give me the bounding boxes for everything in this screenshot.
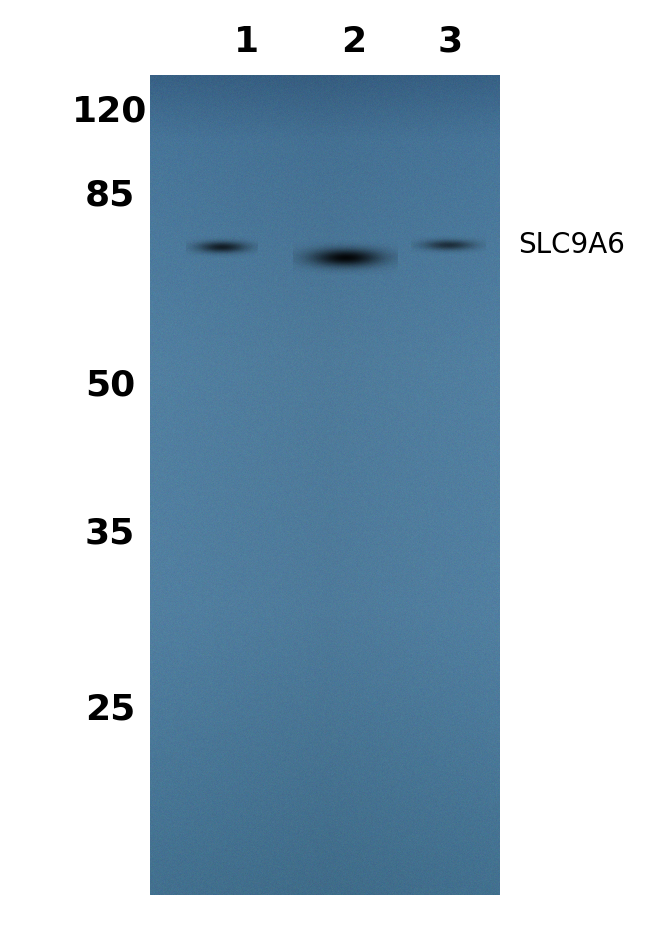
Text: 35: 35 [85,516,135,550]
Text: SLC9A6: SLC9A6 [518,231,625,259]
Text: 3: 3 [437,25,463,59]
Text: 50: 50 [85,368,135,402]
Text: 2: 2 [341,25,367,59]
Text: 120: 120 [72,95,148,129]
Text: 85: 85 [85,178,135,212]
Text: 1: 1 [235,25,259,59]
Text: 25: 25 [85,693,135,727]
